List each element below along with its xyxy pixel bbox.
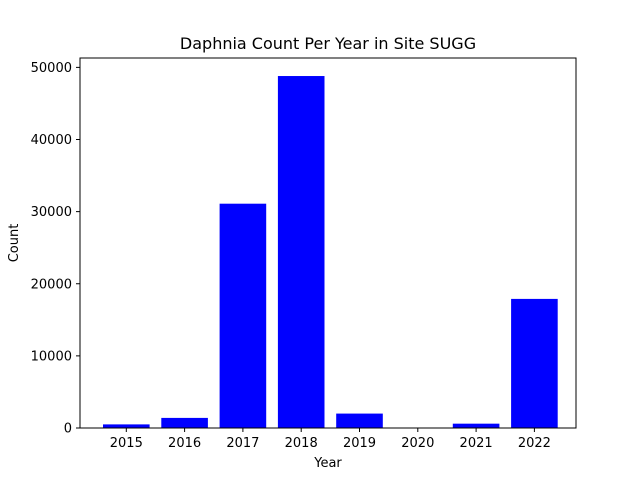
bar-2021: [452, 423, 500, 428]
x-tick-label: 2019: [343, 436, 376, 451]
bars-layer: [103, 76, 558, 428]
x-tick-label: 2016: [168, 436, 201, 451]
x-tick-label: 2022: [518, 436, 551, 451]
x-tick-label: 2018: [285, 436, 318, 451]
y-tick-label: 40000: [31, 133, 72, 148]
x-tick-label: 2021: [460, 436, 493, 451]
y-axis-ticks: 0 10000 20000 30000 40000 50000: [31, 61, 80, 437]
y-tick-label: 10000: [31, 349, 72, 364]
x-axis-label: Year: [313, 456, 342, 471]
bar-2018: [277, 76, 325, 428]
plot-frame: [79, 57, 577, 429]
y-tick-label: 50000: [31, 61, 72, 76]
y-axis-label: Count: [7, 224, 22, 263]
x-tick-label: 2017: [226, 436, 259, 451]
bar-2015: [103, 424, 150, 428]
y-tick-label: 20000: [31, 277, 72, 292]
bar-2017: [219, 203, 267, 428]
bar-2022: [511, 298, 558, 428]
bar-2016: [161, 417, 208, 428]
x-tick-label: 2020: [401, 436, 434, 451]
x-tick-label: 2015: [110, 436, 143, 451]
bar-2019: [336, 413, 383, 428]
x-axis-ticks: 2015 2016 2017 2018 2019 2020 2021 2022: [110, 428, 551, 451]
y-tick-label: 30000: [31, 205, 72, 220]
chart-title: Daphnia Count Per Year in Site SUGG: [180, 34, 476, 53]
y-tick-label: 0: [64, 422, 72, 437]
